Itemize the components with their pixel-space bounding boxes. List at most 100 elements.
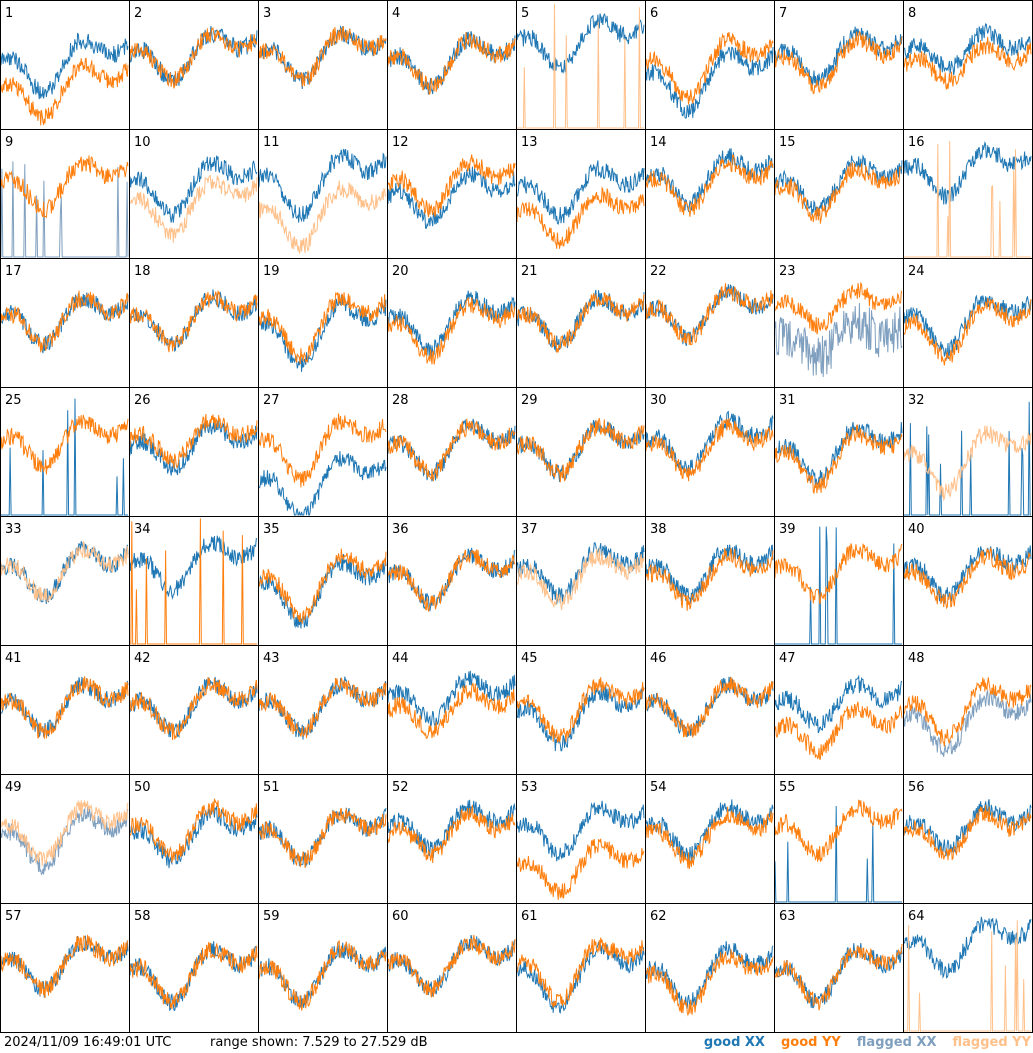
xx-series [774,943,903,1009]
xx-series [129,419,258,476]
panel-1: 1 [0,0,130,130]
panel-label: 23 [779,264,796,279]
panel-label: 45 [521,651,538,666]
panel-label: 3 [263,6,271,21]
yy-series [516,677,645,743]
panel-label: 49 [5,780,22,795]
panel-24: 24 [903,258,1033,388]
panel-44: 44 [387,645,517,775]
xx-series [1,398,128,516]
panel-label: 31 [779,393,796,408]
range-label: range shown: 7.529 to 27.529 dB [210,1035,428,1050]
yy-series [645,806,774,870]
xx-series [516,13,645,75]
panel-label: 61 [521,909,538,924]
xx-series [516,160,645,226]
panel-60: 60 [387,903,517,1033]
yy-series [903,36,1032,90]
yy-series [904,920,1031,1032]
panel-label: 52 [392,780,409,795]
yy-series [774,162,903,224]
panel-6: 6 [645,0,775,130]
panel-label: 4 [392,6,400,21]
panel-7: 7 [774,0,904,130]
legend-flagged-yy: flagged YY [952,1035,1032,1050]
yy-series [516,838,645,900]
panel-12: 12 [387,129,517,259]
panel-59: 59 [258,903,388,1033]
panel-label: 55 [779,780,796,795]
panel-label: 48 [908,651,925,666]
yy-series [258,676,387,739]
panel-20: 20 [387,258,517,388]
yy-series [517,3,644,129]
panel-21: 21 [516,258,646,388]
panel-label: 9 [5,135,13,150]
panel-53: 53 [516,774,646,904]
xx-series [774,674,903,734]
panel-label: 22 [650,264,667,279]
xx-series [775,526,902,645]
yy-series [645,283,774,346]
panel-label: 13 [521,135,538,150]
panel-label: 19 [263,264,280,279]
panel-37: 37 [516,516,646,646]
yy-series [0,934,129,999]
xx-series [258,294,387,372]
yy-series [387,682,516,739]
panel-5: 5 [516,0,646,130]
panel-label: 59 [263,909,280,924]
yy-series [387,32,516,96]
xx-series [129,805,258,869]
panel-39: 39 [774,516,904,646]
panel-14: 14 [645,129,775,259]
xx-series [516,941,645,1014]
panel-63: 63 [774,903,904,1033]
yy-series [258,548,387,625]
panel-64: 64 [903,903,1033,1033]
yy-series [129,174,258,243]
xx-series [774,302,903,378]
panel-label: 54 [650,780,667,795]
panel-label: 1 [5,6,13,21]
panel-41: 41 [0,645,130,775]
yy-series [903,677,1032,747]
yy-series [645,154,774,217]
panel-45: 45 [516,645,646,775]
panel-label: 34 [134,522,151,537]
panel-33: 33 [0,516,130,646]
yy-series [516,937,645,1008]
panel-10: 10 [129,129,259,259]
panel-label: 14 [650,135,667,150]
yy-series [258,26,387,87]
panel-label: 32 [908,393,925,408]
yy-series [0,414,129,475]
legend-flagged-xx: flagged XX [856,1035,937,1050]
panel-label: 7 [779,6,787,21]
yy-series [903,425,1032,502]
yy-series [0,541,129,603]
panel-55: 55 [774,774,904,904]
panel-label: 2 [134,6,142,21]
yy-series [0,800,129,866]
panel-label: 57 [5,909,22,924]
panel-label: 26 [134,393,151,408]
panel-32: 32 [903,387,1033,517]
xx-series [903,916,1032,979]
panel-58: 58 [129,903,259,1033]
yy-series [774,30,903,95]
panel-label: 62 [650,909,667,924]
panel-3: 3 [258,0,388,130]
xx-series [774,806,902,903]
panel-label: 40 [908,522,925,537]
yy-series [645,547,774,611]
yy-series [258,808,387,869]
yy-series [129,677,258,741]
panel-51: 51 [258,774,388,904]
yy-series [258,180,387,254]
yy-series [129,26,258,89]
panel-label: 44 [392,651,409,666]
yy-series [774,701,903,760]
panel-30: 30 [645,387,775,517]
